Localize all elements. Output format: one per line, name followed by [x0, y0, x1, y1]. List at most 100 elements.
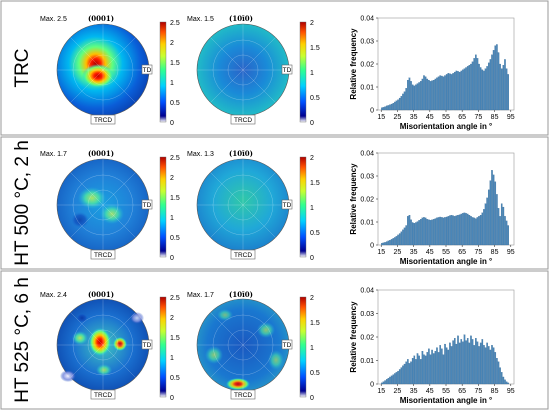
histogram-bar	[468, 342, 471, 385]
histogram-bar	[505, 381, 508, 385]
x-tick-label: 25	[394, 249, 402, 256]
histogram-bar	[466, 213, 469, 246]
plane-label: (10ī0)	[229, 290, 253, 299]
histogram-bar	[432, 219, 435, 246]
histogram-bar	[479, 215, 482, 246]
histogram-bar	[390, 239, 393, 246]
svg-text:2: 2	[310, 295, 314, 302]
misorientation-histogram-row3: 0 0.01 0.02 0.03 0.04 15 25 35 45 55 65 75 85 95 Misor…	[349, 288, 515, 406]
histogram-bar	[457, 215, 459, 246]
histogram-bar	[407, 359, 409, 385]
histogram-bar	[411, 222, 414, 246]
histogram-bar	[413, 223, 416, 246]
histogram-bar	[408, 215, 411, 246]
y-tick-label: 0.02	[360, 335, 374, 342]
histogram-bar	[387, 240, 390, 246]
histogram-bar	[385, 379, 388, 385]
histogram-bar	[426, 219, 429, 246]
x-tick-label: 35	[410, 249, 418, 256]
histogram-bar	[419, 219, 422, 246]
histogram-bar	[395, 372, 398, 385]
histogram-bar	[410, 219, 412, 246]
histogram-bar	[450, 346, 453, 385]
histogram-bar	[504, 379, 506, 385]
histogram-bar	[403, 363, 406, 385]
y-axis-label: Relative frequency	[349, 28, 358, 100]
histogram-bar	[394, 237, 396, 246]
histogram-bar	[437, 76, 440, 111]
x-tick-label: 55	[442, 114, 450, 121]
histogram-bar	[453, 71, 456, 111]
svg-text:TD: TD	[283, 342, 292, 349]
histogram-bar	[492, 50, 495, 111]
y-tick-label: 0	[370, 243, 374, 250]
x-tick-label: 75	[474, 249, 482, 256]
histogram-bar	[439, 75, 441, 111]
plane-label: (0001)	[88, 14, 114, 23]
histogram-bar	[403, 91, 406, 111]
histogram-bar	[426, 78, 429, 111]
histogram-bar	[457, 71, 459, 111]
histogram-bar	[421, 217, 424, 246]
histogram-bar	[436, 77, 438, 111]
histogram-bar	[421, 78, 424, 111]
histogram-bar	[426, 352, 429, 385]
histogram-bar	[410, 361, 412, 385]
plane-label: (10ī0)	[229, 14, 253, 23]
svg-text:2: 2	[310, 155, 314, 162]
histogram-bar	[389, 104, 391, 111]
svg-text:2.5: 2.5	[170, 20, 180, 27]
histogram-bar	[403, 227, 406, 246]
histogram-bar	[462, 341, 464, 385]
histogram-bar	[465, 340, 467, 385]
histogram-bar	[387, 378, 390, 385]
histogram-bar	[385, 105, 388, 111]
histogram-bar	[395, 236, 398, 246]
svg-text:1.5: 1.5	[310, 320, 320, 327]
x-tick-label: 35	[410, 388, 418, 395]
histogram-bar	[394, 101, 396, 111]
histogram-bar	[450, 74, 453, 111]
histogram-bar	[437, 217, 440, 246]
histogram-bar	[402, 229, 404, 246]
histogram-bar	[496, 194, 498, 246]
histogram-bar	[465, 67, 467, 111]
svg-text:0: 0	[170, 120, 174, 127]
histogram-bar	[486, 342, 488, 385]
histogram-bar	[463, 212, 466, 246]
histogram-bar	[397, 370, 399, 385]
histogram-bar	[408, 363, 411, 385]
histogram-bar	[489, 180, 492, 246]
histogram-bar	[502, 65, 505, 111]
histogram-bar	[392, 374, 395, 385]
histogram-bar	[392, 102, 395, 111]
histogram-bar	[449, 215, 451, 246]
histogram-bar	[452, 340, 454, 385]
x-tick-label: 95	[507, 114, 515, 121]
histogram-bar	[394, 373, 396, 385]
histogram-bar	[466, 66, 469, 111]
histogram-bar	[411, 84, 414, 111]
x-tick-label: 85	[491, 249, 499, 256]
svg-text:1.5: 1.5	[170, 195, 180, 202]
x-tick-label: 85	[491, 114, 499, 121]
histogram-bar	[397, 99, 399, 111]
histogram-bar	[432, 353, 435, 385]
histogram-bar	[423, 217, 425, 246]
x-tick-label: 55	[442, 388, 450, 395]
svg-text:2: 2	[170, 40, 174, 47]
histogram-bar	[450, 215, 453, 246]
histogram-bar	[428, 348, 430, 385]
histogram-bar	[431, 349, 433, 385]
histogram-bar	[410, 81, 412, 111]
histogram-bar	[460, 70, 463, 111]
histogram-bar	[489, 59, 492, 111]
histogram-bar	[453, 338, 456, 385]
svg-text:2: 2	[170, 175, 174, 182]
x-tick-label: 45	[426, 114, 434, 121]
svg-text:1.5: 1.5	[310, 180, 320, 187]
x-tick-label: 95	[507, 249, 515, 256]
histogram-bar	[457, 335, 459, 385]
histogram-bar	[416, 83, 419, 111]
histogram-bar	[390, 375, 393, 385]
